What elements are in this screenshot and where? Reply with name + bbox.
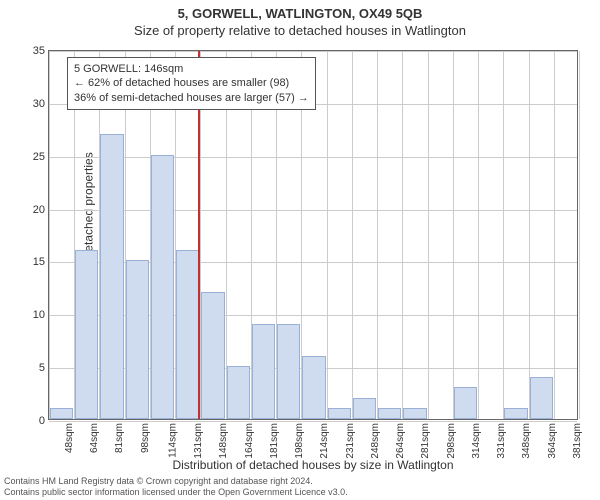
x-tick-label: 131sqm [193, 423, 204, 459]
annotation-line: 36% of semi-detached houses are larger (… [74, 91, 309, 105]
gridline-h [49, 51, 577, 52]
x-tick-label: 164sqm [243, 423, 254, 459]
attribution-footer: Contains HM Land Registry data © Crown c… [4, 476, 596, 498]
gridline-v [478, 51, 479, 419]
y-tick-label: 15 [33, 256, 45, 268]
x-tick-label: 281sqm [420, 423, 431, 459]
gridline-v [352, 51, 353, 419]
page-title-line2: Size of property relative to detached ho… [0, 21, 600, 38]
x-tick-label: 214sqm [319, 423, 330, 459]
x-tick-label: 148sqm [218, 423, 229, 459]
x-tick-label: 264sqm [395, 423, 406, 459]
gridline-v [402, 51, 403, 419]
gridline-v [377, 51, 378, 419]
histogram-bar [530, 377, 553, 419]
plot-container: Number of detached properties 0510152025… [48, 50, 578, 420]
gridline-v [529, 51, 530, 419]
histogram-bar [151, 155, 174, 419]
y-tick-label: 35 [33, 45, 45, 57]
histogram-bar [252, 324, 275, 419]
histogram-bar [403, 408, 426, 419]
histogram-bar [201, 292, 224, 419]
histogram-bar [75, 250, 98, 419]
histogram-bar [227, 366, 250, 419]
gridline-v [579, 51, 580, 419]
gridline-v [503, 51, 504, 419]
x-tick-label: 198sqm [294, 423, 305, 459]
y-tick-label: 5 [39, 362, 45, 374]
y-tick-label: 20 [33, 204, 45, 216]
x-tick-label: 98sqm [140, 423, 151, 453]
annotation-box: 5 GORWELL: 146sqm← 62% of detached house… [67, 57, 316, 110]
annotation-line: ← 62% of detached houses are smaller (98… [74, 76, 309, 90]
y-tick-label: 30 [33, 98, 45, 110]
x-tick-label: 231sqm [344, 423, 355, 459]
gridline-h [49, 157, 577, 158]
y-tick-label: 0 [39, 415, 45, 427]
gridline-v [327, 51, 328, 419]
histogram-bar [277, 324, 300, 419]
gridline-h [49, 421, 577, 422]
histogram-bar [50, 408, 73, 419]
gridline-v [428, 51, 429, 419]
histogram-bar [100, 134, 123, 419]
x-tick-label: 64sqm [89, 423, 100, 453]
histogram-bar [353, 398, 376, 419]
x-tick-label: 348sqm [521, 423, 532, 459]
plot-area: 0510152025303548sqm64sqm81sqm98sqm114sqm… [48, 50, 578, 420]
x-tick-label: 314sqm [471, 423, 482, 459]
gridline-h [49, 210, 577, 211]
x-axis-label: Distribution of detached houses by size … [48, 458, 578, 472]
histogram-bar [328, 408, 351, 419]
page-title-line1: 5, GORWELL, WATLINGTON, OX49 5QB [0, 0, 600, 21]
histogram-bar [378, 408, 401, 419]
histogram-bar [504, 408, 527, 419]
gridline-v [554, 51, 555, 419]
x-tick-label: 364sqm [546, 423, 557, 459]
x-tick-label: 331sqm [496, 423, 507, 459]
gridline-v [453, 51, 454, 419]
annotation-line: 5 GORWELL: 146sqm [74, 62, 309, 76]
histogram-bar [454, 387, 477, 419]
footer-line-2: Contains public sector information licen… [4, 487, 596, 498]
x-tick-label: 48sqm [64, 423, 75, 453]
footer-line-1: Contains HM Land Registry data © Crown c… [4, 476, 596, 487]
histogram-bar [176, 250, 199, 419]
gridline-v [49, 51, 50, 419]
x-tick-label: 114sqm [167, 423, 178, 458]
y-tick-label: 25 [33, 151, 45, 163]
x-tick-label: 248sqm [370, 423, 381, 459]
y-tick-label: 10 [33, 309, 45, 321]
histogram-bar [126, 260, 149, 419]
x-tick-label: 81sqm [114, 423, 125, 453]
x-tick-label: 181sqm [269, 423, 280, 459]
x-tick-label: 381sqm [572, 423, 583, 459]
histogram-bar [302, 356, 325, 419]
x-tick-label: 298sqm [445, 423, 456, 459]
